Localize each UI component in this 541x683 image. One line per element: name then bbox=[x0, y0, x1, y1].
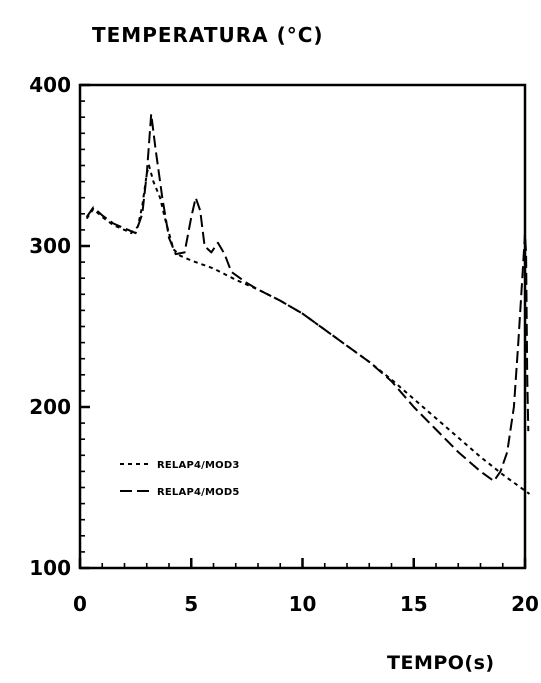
y-tick-label-1: 200 bbox=[29, 395, 71, 419]
plot-frame bbox=[78, 83, 527, 570]
series-layer bbox=[85, 113, 531, 495]
legend-label-relap4-mod3: RELAP4/MOD3 bbox=[157, 460, 240, 471]
x-axis-ticks: 0 5 10 15 20 bbox=[73, 558, 539, 616]
y-axis-ticks: 100 200 300 400 bbox=[29, 73, 90, 580]
x-tick-label-1: 5 bbox=[184, 592, 198, 616]
x-axis-label: TEMPO(s) bbox=[387, 652, 495, 674]
x-tick-label-3: 15 bbox=[400, 592, 428, 616]
y-tick-label-2: 300 bbox=[29, 234, 71, 258]
y-tick-label-0: 100 bbox=[29, 556, 71, 580]
y-tick-label-3: 400 bbox=[29, 73, 71, 97]
y-axis-label: TEMPERATURA (°C) bbox=[92, 23, 324, 47]
x-tick-label-0: 0 bbox=[73, 592, 87, 616]
x-tick-label-4: 20 bbox=[511, 592, 539, 616]
legend-label-relap4-mod5: RELAP4/MOD5 bbox=[157, 487, 240, 498]
series-line-relap4-mod5 bbox=[85, 113, 530, 483]
series-line-relap4-mod3 bbox=[85, 164, 531, 495]
legend: RELAP4/MOD3 RELAP4/MOD5 bbox=[120, 460, 240, 498]
x-tick-label-2: 10 bbox=[289, 592, 317, 616]
